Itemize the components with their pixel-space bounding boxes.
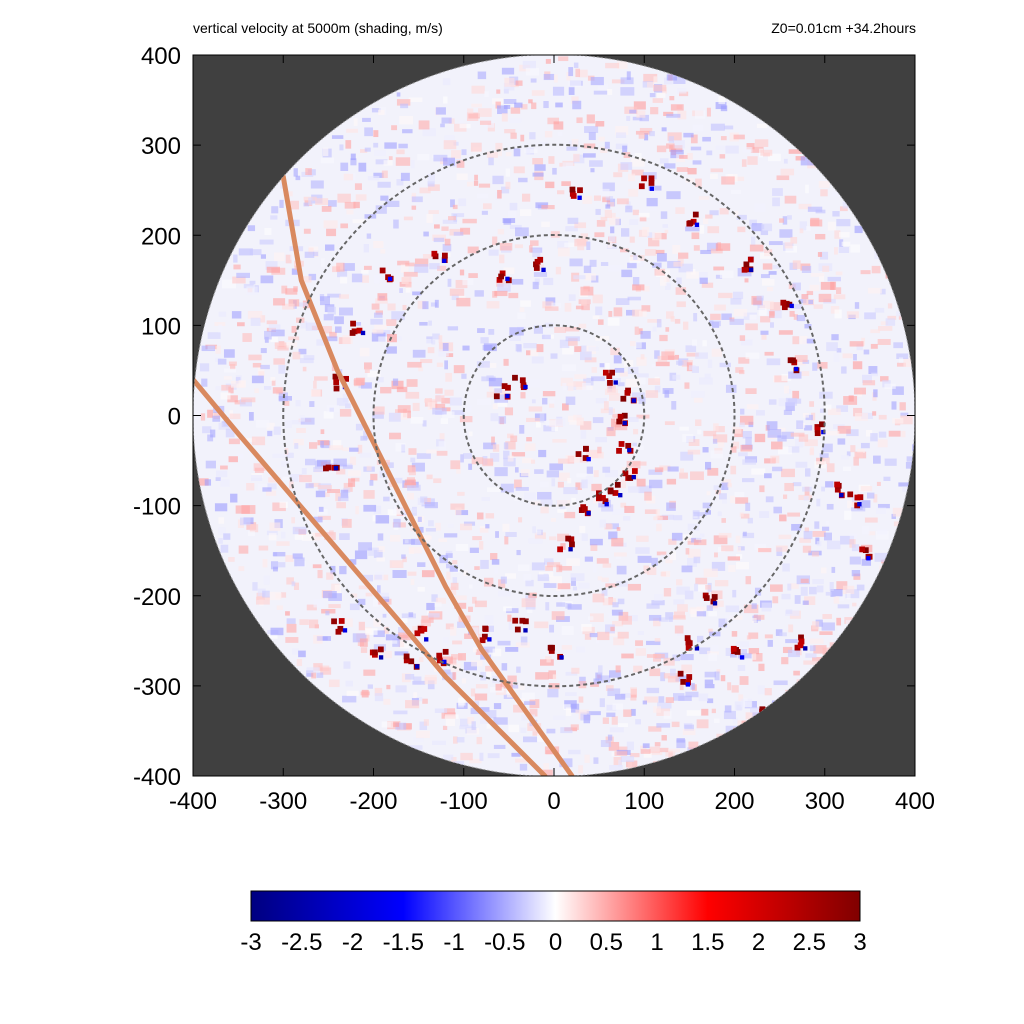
x-tick-label: 300 xyxy=(805,788,845,815)
updraft-cell xyxy=(379,267,394,283)
colorbar-tick-label: -2 xyxy=(342,929,363,956)
updraft-cell xyxy=(403,653,420,670)
updraft-cell xyxy=(859,546,873,561)
updraft-cell xyxy=(794,634,808,651)
chart-title: vertical velocity at 5000m (shading, m/s… xyxy=(193,20,443,36)
updraft-cell xyxy=(493,383,511,400)
x-tick-label: -400 xyxy=(169,788,217,815)
updraft-cell xyxy=(414,625,429,642)
updraft-cell xyxy=(575,445,591,462)
track-line xyxy=(280,174,575,776)
updraft-cell xyxy=(602,369,618,386)
updraft-cell xyxy=(620,387,637,404)
chart-subtitle: Z0=0.01cm +34.2hours xyxy=(771,20,916,36)
updraft-cell xyxy=(323,464,340,472)
updraft-cell xyxy=(436,648,449,667)
updraft-cell xyxy=(578,504,591,517)
updraft-cell xyxy=(616,441,634,454)
updraft-cell xyxy=(702,592,718,606)
colorbar-tick-label: 1.5 xyxy=(691,929,724,956)
x-tick-label: 100 xyxy=(624,788,664,815)
x-tick-label: 0 xyxy=(547,788,560,815)
y-tick-label: 300 xyxy=(141,133,181,160)
updraft-cell xyxy=(496,270,512,284)
colorbar-tick-label: -3 xyxy=(240,929,261,956)
updraft-cell xyxy=(512,617,529,633)
updraft-cell xyxy=(331,618,348,635)
updraft-cell xyxy=(741,256,754,273)
velocity-cells xyxy=(198,56,915,776)
updraft-cell xyxy=(607,481,623,498)
updraft-cell xyxy=(533,256,546,273)
x-axis-tick-labels: -400 -300 -200 -100 0 100 200 300 400 xyxy=(169,788,935,815)
colorbar xyxy=(250,890,861,922)
colorbar-tick-label: 3 xyxy=(853,929,866,956)
updraft-cell xyxy=(479,625,492,644)
colorbar-tick-label: -1.5 xyxy=(383,929,424,956)
updraft-cell xyxy=(847,491,864,509)
updraft-cell xyxy=(369,646,384,660)
colorbar-tick-label: -0.5 xyxy=(484,929,525,956)
colorbar-tick-label: 0.5 xyxy=(590,929,623,956)
updraft-cell xyxy=(431,250,448,264)
updraft-cell xyxy=(616,412,628,427)
colorbar-tick-label: 2 xyxy=(752,929,765,956)
updraft-cell xyxy=(686,211,700,227)
reference-circle xyxy=(462,324,646,507)
colorbar-tick-labels: -3 -2.5 -2 -1.5 -1 -0.5 0 0.5 1 1.5 2 2.5 3 xyxy=(240,929,866,956)
colorbar-tick-label: -2.5 xyxy=(281,929,322,956)
updraft-cell xyxy=(512,374,528,391)
updraft-cell xyxy=(569,186,583,200)
colorbar-tick-label: 0 xyxy=(549,929,562,956)
updraft-cell xyxy=(677,670,693,687)
y-tick-label: -300 xyxy=(133,674,181,701)
y-tick-label: 200 xyxy=(141,223,181,250)
reference-circles xyxy=(282,143,826,688)
reference-circle xyxy=(282,143,826,688)
y-axis-tick-labels: -400 -300 -200 -100 0 100 200 300 400 xyxy=(133,43,181,791)
x-tick-label: 200 xyxy=(714,788,754,815)
track-line xyxy=(193,376,548,776)
colorbar-tick-label: -1 xyxy=(443,929,464,956)
x-tick-label: -200 xyxy=(349,788,397,815)
track-lines xyxy=(193,174,575,776)
y-tick-label: -400 xyxy=(133,764,181,791)
y-tick-label: 100 xyxy=(141,313,181,340)
x-tick-label: -300 xyxy=(259,788,307,815)
colorbar-tick-label: 1 xyxy=(650,929,663,956)
updraft-cell xyxy=(684,635,700,651)
updraft-cell xyxy=(834,481,845,499)
y-tick-label: 400 xyxy=(141,43,181,70)
updraft-cell xyxy=(638,175,655,191)
colorbar-tick-label: 2.5 xyxy=(793,929,826,956)
updraft-cell xyxy=(547,644,564,660)
x-tick-label: 400 xyxy=(895,788,935,815)
updraft-cell xyxy=(730,645,745,660)
y-tick-label: -100 xyxy=(133,494,181,521)
x-tick-label: -100 xyxy=(440,788,488,815)
updraft-cell xyxy=(780,299,794,311)
y-tick-label: 0 xyxy=(168,404,181,431)
updraft-cell xyxy=(349,320,366,336)
updraft-cell xyxy=(622,468,638,481)
y-tick-label: -200 xyxy=(133,584,181,611)
updraft-cell xyxy=(787,357,800,374)
axis-ticks xyxy=(192,54,916,777)
reference-circle xyxy=(372,234,736,597)
updraft-cell xyxy=(557,535,575,553)
